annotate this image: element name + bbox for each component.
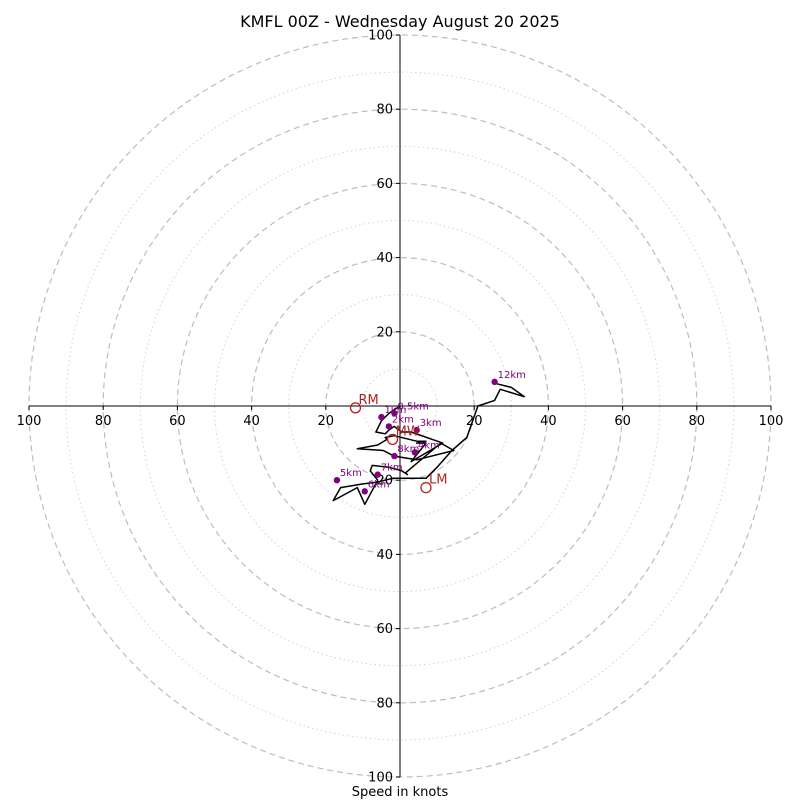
y-tick-label: 20 (376, 474, 393, 489)
x-tick-label: 20 (466, 414, 483, 429)
wind-profile (332, 381, 526, 506)
tick-labels: 100 80 60 40 20 20 40 60 80 100 100 80 60 40 20 20 40 60 8… (17, 29, 784, 786)
x-tick-label: 80 (95, 414, 112, 429)
storm-motion-markers: RM MW LM (349, 393, 447, 494)
height-label-2km: 2km (392, 414, 414, 425)
x-tick-label: 100 (17, 414, 42, 429)
x-tick-label: 100 (759, 414, 784, 429)
x-tick-label: 20 (318, 414, 335, 429)
x-tick-label: 60 (614, 414, 631, 429)
height-marker-6km (361, 488, 368, 495)
height-label-4km: 4km (418, 440, 440, 451)
height-label-1km: 1km (384, 405, 406, 416)
storm-motion-label-MW: MW (396, 424, 420, 439)
y-tick-label: 60 (376, 622, 393, 637)
height-marker-7km (374, 471, 381, 478)
height-label-5km: 5km (340, 468, 362, 479)
height-marker-0.5km (391, 410, 398, 417)
storm-motion-marker-LM (420, 481, 432, 494)
height-label-8km: 8km (397, 444, 419, 455)
x-axis-label: Speed in knots (352, 785, 449, 800)
height-label-0.5km: 0.5km (397, 401, 428, 412)
storm-motion-marker-MW (386, 433, 399, 446)
height-marker-12km (491, 378, 498, 386)
height-marker-8km (391, 452, 398, 460)
y-tick-label: 40 (376, 548, 393, 563)
wind-profile-line (332, 381, 526, 506)
x-tick-label: 80 (689, 414, 706, 429)
height-marker-2km (385, 423, 393, 430)
y-tick-label: 20 (376, 325, 393, 340)
y-tick-label: 100 (368, 29, 393, 44)
x-tick-label: 40 (540, 414, 557, 429)
height-label-12km: 12km (498, 370, 526, 381)
y-tick-label: 80 (376, 696, 393, 711)
y-tick-label: 60 (376, 177, 393, 192)
height-label-3km: 3km (420, 418, 442, 429)
height-marker-1km (378, 413, 385, 421)
storm-motion-label-RM: RM (358, 393, 378, 408)
height-label-6km: 6km (368, 479, 390, 490)
x-tick-label: 60 (169, 414, 186, 429)
height-marker-5km (333, 477, 341, 484)
storm-motion-label-LM: LM (429, 473, 447, 488)
y-tick-label: 40 (376, 251, 393, 266)
y-tick-label: 80 (376, 103, 393, 118)
x-tick-label: 40 (243, 414, 260, 429)
height-label-7km: 7km (381, 463, 403, 474)
height-marker-3km (413, 426, 420, 434)
storm-motion-marker-RM (349, 402, 362, 414)
y-tick-label: 100 (368, 771, 393, 786)
chart-title: KMFL 00Z - Wednesday August 20 2025 (240, 12, 560, 31)
height-marker-4km (411, 449, 419, 456)
